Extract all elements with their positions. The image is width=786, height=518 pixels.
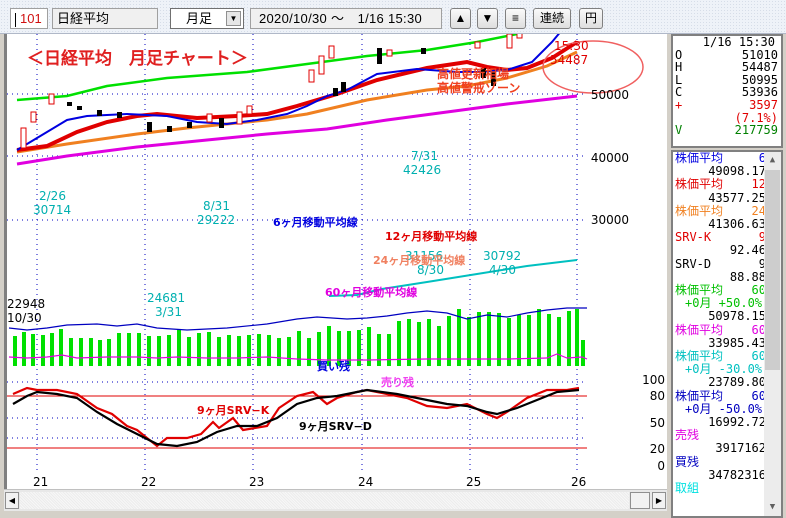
ohlc-info-panel: 1/16 15:30 O 51010 H 54487 L 50995 C 53936 +… bbox=[671, 34, 783, 148]
ma24-label: 24ヶ月移動平均線 bbox=[373, 253, 465, 267]
start-date-label: 10/30 bbox=[7, 311, 42, 325]
indicator-srv-d: SRV-D 9 88.88 bbox=[675, 256, 766, 284]
indicator-ma60-minus30: 株価平均 60 +0月 -30.0% 23789.80 bbox=[675, 349, 766, 390]
indicator-sell-remaining: 売残 3917162 bbox=[675, 428, 766, 456]
yen-button[interactable]: 円 bbox=[579, 8, 603, 29]
vertical-scrollbar[interactable]: ▲ ▼ bbox=[764, 152, 781, 516]
stock-code-input[interactable]: 101 bbox=[10, 8, 48, 29]
ma60-line bbox=[16, 94, 578, 166]
scroll-thumb[interactable] bbox=[630, 492, 650, 509]
info-row-close: C 53936 bbox=[675, 85, 778, 100]
srv-d-label: 9ヶ月SRV−D bbox=[299, 420, 372, 433]
x-axis-23: 23 bbox=[249, 475, 264, 489]
scroll-right-arrow-icon[interactable]: ▶ bbox=[652, 492, 666, 509]
info-datetime: 1/16 15:30 bbox=[702, 35, 775, 49]
indicator-buy-remaining: 買残 34782316 bbox=[675, 454, 766, 482]
x-axis-21: 21 bbox=[33, 475, 48, 489]
price-axis-30000: 30000 bbox=[591, 213, 629, 227]
info-row-change-pct: (7.1%) bbox=[734, 110, 778, 125]
zone-label-1: 高値更新相場 bbox=[437, 66, 509, 81]
srv-oscillator-panel: 9ヶ月SRV−K 9ヶ月SRV−D 100 80 50 20 0 bbox=[7, 373, 665, 473]
start-value-label: 22948 bbox=[7, 297, 45, 311]
info-row-low: L 50995 bbox=[675, 72, 778, 87]
vertical-scroll-thumb[interactable] bbox=[765, 170, 780, 370]
osc-axis-80: 80 bbox=[650, 389, 665, 403]
scroll-down-arrow-icon[interactable]: ▼ bbox=[769, 501, 776, 512]
high-time-label: 15:30 bbox=[554, 39, 589, 53]
x-axis-26: 26 bbox=[571, 475, 586, 489]
scroll-down-button[interactable]: ▼ bbox=[477, 8, 498, 29]
indicator-ma12: 株価平均 12 43577.25 bbox=[675, 177, 766, 205]
srv-k-label: 9ヶ月SRV−K bbox=[197, 404, 270, 417]
annotation-7-31-value: 42426 bbox=[403, 163, 441, 177]
annotation-8-31-date: 8/31 bbox=[203, 199, 230, 213]
annotation-3-31-date: 3/31 bbox=[155, 305, 182, 319]
period-value: 月足 bbox=[186, 11, 213, 26]
price-axis-40000: 40000 bbox=[591, 151, 629, 165]
info-row-high: H 54487 bbox=[675, 60, 778, 75]
annotation-2-26-value: 30714 bbox=[33, 203, 71, 217]
horizontal-scrollbar[interactable]: ◀ ▶ bbox=[4, 489, 667, 511]
scroll-up-button[interactable]: ▲ bbox=[450, 8, 471, 29]
volume-panel: 買い残 売り残 bbox=[8, 307, 588, 389]
annotation-7-31-date: 7/31 bbox=[411, 149, 438, 163]
annotation-4-30-value: 30792 bbox=[483, 249, 521, 263]
ma60-label: 60ヶ月移動平均線 bbox=[325, 285, 417, 299]
scroll-track[interactable] bbox=[20, 492, 629, 509]
period-select[interactable]: 月足 ▼ bbox=[170, 8, 244, 29]
scroll-left-arrow-icon[interactable]: ◀ bbox=[5, 492, 19, 509]
indicator-open-interest: 取組 bbox=[675, 481, 700, 496]
buy-remaining-label: 買い残 bbox=[317, 359, 350, 373]
indicator-list-panel[interactable]: 株価平均 6 49098.17 株価平均 12 43577.25 株価平均 24 41306… bbox=[671, 150, 783, 518]
indicator-srv-k: SRV-K 9 92.46 bbox=[675, 230, 766, 258]
annotation-3-31-value: 24681 bbox=[147, 291, 185, 305]
x-axis-22: 22 bbox=[141, 475, 156, 489]
high-value-label: 54487 bbox=[550, 53, 588, 67]
toolbar: 101 日経平均 月足 ▼ 2020/10/30 ～ 1/16 15:30 ▲ ▼… bbox=[0, 0, 786, 34]
stock-name-field[interactable]: 日経平均 bbox=[52, 8, 158, 29]
annotation-8-30-date: 8/30 bbox=[417, 263, 444, 277]
indicator-ma60-minus50: 株価平均 60 +0月 -50.0% 16992.72 bbox=[675, 388, 766, 430]
annotation-4-30-date: 4/30 bbox=[489, 263, 516, 277]
info-row-open: O 51010 bbox=[675, 47, 778, 62]
osc-axis-0: 0 bbox=[657, 459, 665, 473]
ma60-minus30-line bbox=[328, 259, 578, 297]
date-range-field: 2020/10/30 ～ 1/16 15:30 bbox=[250, 8, 442, 29]
grid-lines bbox=[7, 34, 587, 474]
osc-axis-20: 20 bbox=[650, 442, 665, 456]
sell-remaining-label: 売り残 bbox=[381, 375, 414, 389]
ma6-label: 6ヶ月移動平均線 bbox=[273, 215, 358, 229]
annotation-8-31-value: 29222 bbox=[197, 213, 235, 227]
indicator-ma6: 株価平均 6 49098.17 bbox=[675, 151, 766, 179]
zone-label-2: 高値警戒ゾーン bbox=[437, 80, 520, 95]
chart-area[interactable]: ＜日経平均 月足チャート＞ bbox=[4, 0, 667, 490]
continuous-button[interactable]: 連続 bbox=[533, 8, 571, 29]
osc-axis-50: 50 bbox=[650, 416, 665, 430]
stock-code-value: 101 bbox=[20, 11, 42, 26]
indicator-ma60-plus50: 株価平均 60 +0月 +50.0% 50978.15 bbox=[675, 283, 766, 324]
ma12-label: 12ヶ月移動平均線 bbox=[385, 229, 477, 243]
x-axis-24: 24 bbox=[358, 475, 373, 489]
info-row-volume: V 217759 bbox=[675, 123, 778, 138]
chart-svg: ＜日経平均 月足チャート＞ bbox=[7, 0, 665, 489]
scroll-up-arrow-icon[interactable]: ▲ bbox=[769, 155, 776, 165]
x-axis-25: 25 bbox=[466, 475, 481, 489]
indicator-ma24: 株価平均 24 41306.63 bbox=[675, 203, 766, 232]
chevron-down-icon[interactable]: ▼ bbox=[226, 11, 241, 26]
info-row-change: +3597 bbox=[675, 97, 778, 112]
annotation-2-26-date: 2/26 bbox=[39, 189, 66, 203]
menu-button[interactable]: ≡ bbox=[505, 8, 526, 29]
indicator-ma60: 株価平均 60 33985.43 bbox=[675, 322, 766, 350]
ma24-line bbox=[16, 50, 578, 154]
high-zone-ellipse bbox=[542, 40, 644, 94]
chart-title: ＜日経平均 月足チャート＞ bbox=[27, 48, 248, 69]
price-axis-50000: 50000 bbox=[591, 88, 629, 102]
annotation-8-30-value: 31156 bbox=[405, 249, 443, 263]
osc-axis-100: 100 bbox=[642, 373, 665, 387]
